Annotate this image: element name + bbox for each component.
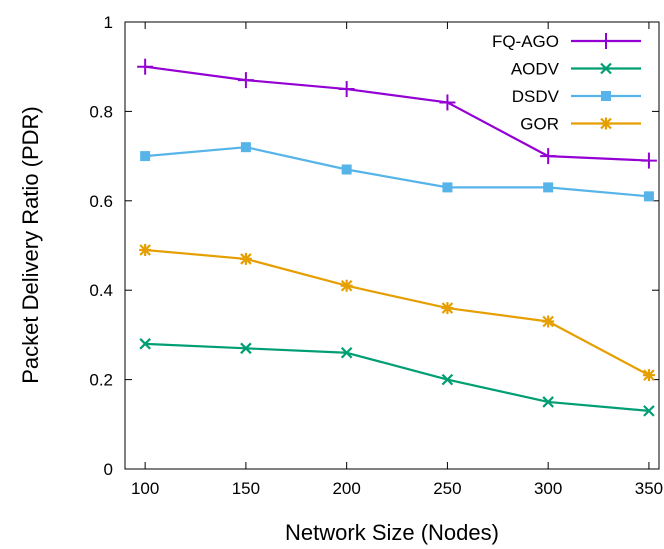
- y-tick-label: 0.6: [89, 192, 113, 211]
- plus-marker: [540, 148, 557, 165]
- legend-label: FQ-AGO: [492, 32, 559, 51]
- square-marker: [341, 164, 352, 175]
- x-tick-label: 350: [635, 479, 663, 498]
- cross-marker: [240, 342, 252, 355]
- y-tick-label: 1: [104, 13, 113, 32]
- asterisk-marker: [642, 369, 655, 382]
- plus-marker: [640, 152, 657, 169]
- asterisk-marker: [239, 252, 252, 265]
- square-marker: [543, 182, 554, 193]
- series-line: [145, 248, 650, 377]
- cross-marker: [542, 396, 554, 408]
- asterisk-marker: [600, 117, 612, 130]
- legend-item: AODV: [511, 60, 641, 79]
- x-tick-label: 100: [131, 479, 159, 498]
- y-tick-label: 0.2: [89, 371, 113, 390]
- legend-label: GOR: [520, 115, 559, 134]
- series-line: [145, 342, 650, 412]
- cross-marker: [340, 347, 353, 359]
- axis-ticks: [125, 21, 659, 470]
- plot-frame: [124, 21, 660, 470]
- series-fq-ago: [137, 58, 657, 169]
- legend-item: DSDV: [512, 87, 641, 106]
- y-tick-label: 0.8: [89, 102, 113, 121]
- plus-marker: [338, 81, 355, 98]
- cross-marker: [139, 338, 151, 350]
- cross-marker: [600, 62, 612, 75]
- series-line: [145, 146, 650, 198]
- y-tick-label: 0: [104, 460, 113, 479]
- x-axis-title: Network Size (Nodes): [285, 520, 499, 545]
- plus-marker: [137, 58, 154, 75]
- tick-labels: 100 150 200 250 300 350 0 0.2 0.4 0.6 0.8 1: [89, 13, 663, 498]
- square-marker: [601, 91, 611, 101]
- series-layer: [137, 58, 657, 417]
- plus-marker: [237, 72, 254, 89]
- cross-marker: [643, 405, 655, 417]
- asterisk-marker: [542, 315, 555, 328]
- legend: FQ-AGO AODV DSDV GOR: [492, 32, 641, 134]
- asterisk-marker: [441, 302, 454, 315]
- y-tick-label: 0.4: [89, 281, 113, 300]
- y-axis-title: Packet Delivery Ratio (PDR): [18, 106, 43, 384]
- asterisk-marker: [340, 279, 353, 292]
- x-tick-label: 200: [332, 479, 360, 498]
- legend-item: FQ-AGO: [492, 32, 641, 51]
- legend-label: DSDV: [512, 87, 560, 106]
- x-tick-label: 150: [232, 479, 260, 498]
- square-marker: [140, 151, 151, 162]
- series-gor: [139, 243, 655, 382]
- series-aodv: [139, 338, 655, 417]
- x-tick-label: 300: [534, 479, 562, 498]
- cross-marker: [441, 373, 454, 386]
- x-tick-label: 250: [433, 479, 461, 498]
- series-dsdv: [140, 142, 654, 202]
- square-marker: [643, 191, 654, 202]
- legend-label: AODV: [511, 60, 560, 79]
- plus-marker: [439, 94, 456, 111]
- square-marker: [442, 182, 453, 193]
- square-marker: [240, 142, 251, 153]
- series-line: [145, 65, 649, 162]
- plus-marker: [598, 33, 614, 49]
- legend-item: GOR: [520, 115, 641, 134]
- asterisk-marker: [139, 243, 152, 256]
